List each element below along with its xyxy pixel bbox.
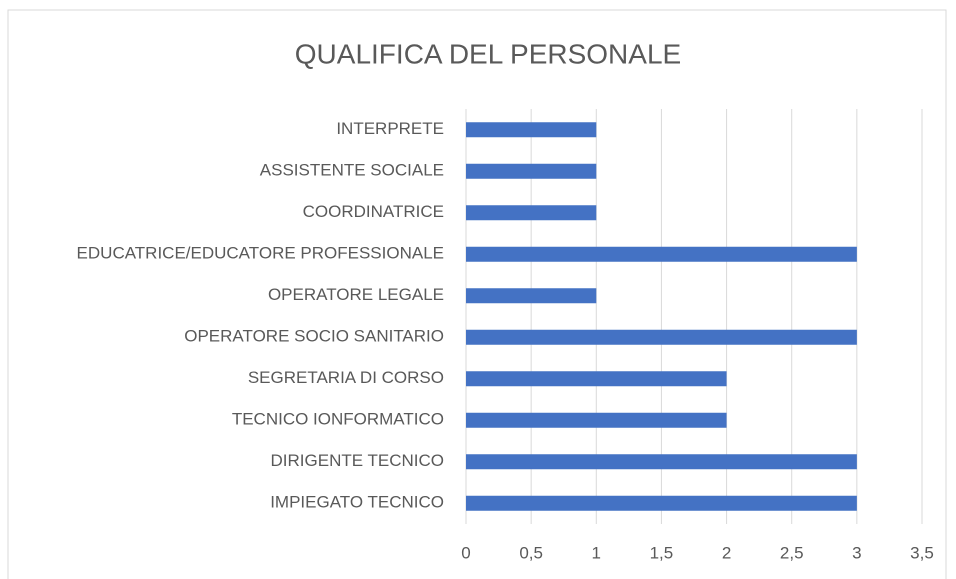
bar bbox=[466, 371, 727, 387]
x-tick-label: 3,5 bbox=[910, 543, 934, 562]
bar bbox=[466, 412, 727, 428]
x-tick-label: 0,5 bbox=[519, 543, 543, 562]
bar bbox=[466, 246, 857, 262]
y-tick-label: ASSISTENTE SOCIALE bbox=[260, 161, 444, 180]
x-tick-label: 3 bbox=[852, 543, 861, 562]
y-tick-label: DIRIGENTE TECNICO bbox=[271, 451, 444, 470]
bar bbox=[466, 454, 857, 470]
bar bbox=[466, 163, 597, 179]
bar bbox=[466, 205, 597, 221]
y-tick-label: OPERATORE SOCIO SANITARIO bbox=[184, 327, 444, 346]
x-tick-label: 0 bbox=[461, 543, 470, 562]
x-tick-label: 1,5 bbox=[650, 543, 674, 562]
bar bbox=[466, 329, 857, 345]
x-tick-label: 1 bbox=[592, 543, 601, 562]
chart-title: QUALIFICA DEL PERSONALE bbox=[295, 38, 681, 69]
y-tick-label: COORDINATRICE bbox=[303, 202, 444, 221]
y-tick-label: EDUCATRICE/EDUCATORE PROFESSIONALE bbox=[77, 244, 444, 263]
bar bbox=[466, 122, 597, 138]
y-tick-label: INTERPRETE bbox=[336, 119, 444, 138]
y-tick-label: OPERATORE LEGALE bbox=[268, 285, 444, 304]
bar bbox=[466, 495, 857, 511]
bar bbox=[466, 288, 597, 304]
y-tick-label: TECNICO IONFORMATICO bbox=[232, 410, 444, 429]
y-tick-label: IMPIEGATO TECNICO bbox=[270, 493, 444, 512]
y-tick-label: SEGRETARIA DI CORSO bbox=[248, 368, 444, 387]
x-tick-label: 2,5 bbox=[780, 543, 804, 562]
x-tick-label: 2 bbox=[722, 543, 731, 562]
